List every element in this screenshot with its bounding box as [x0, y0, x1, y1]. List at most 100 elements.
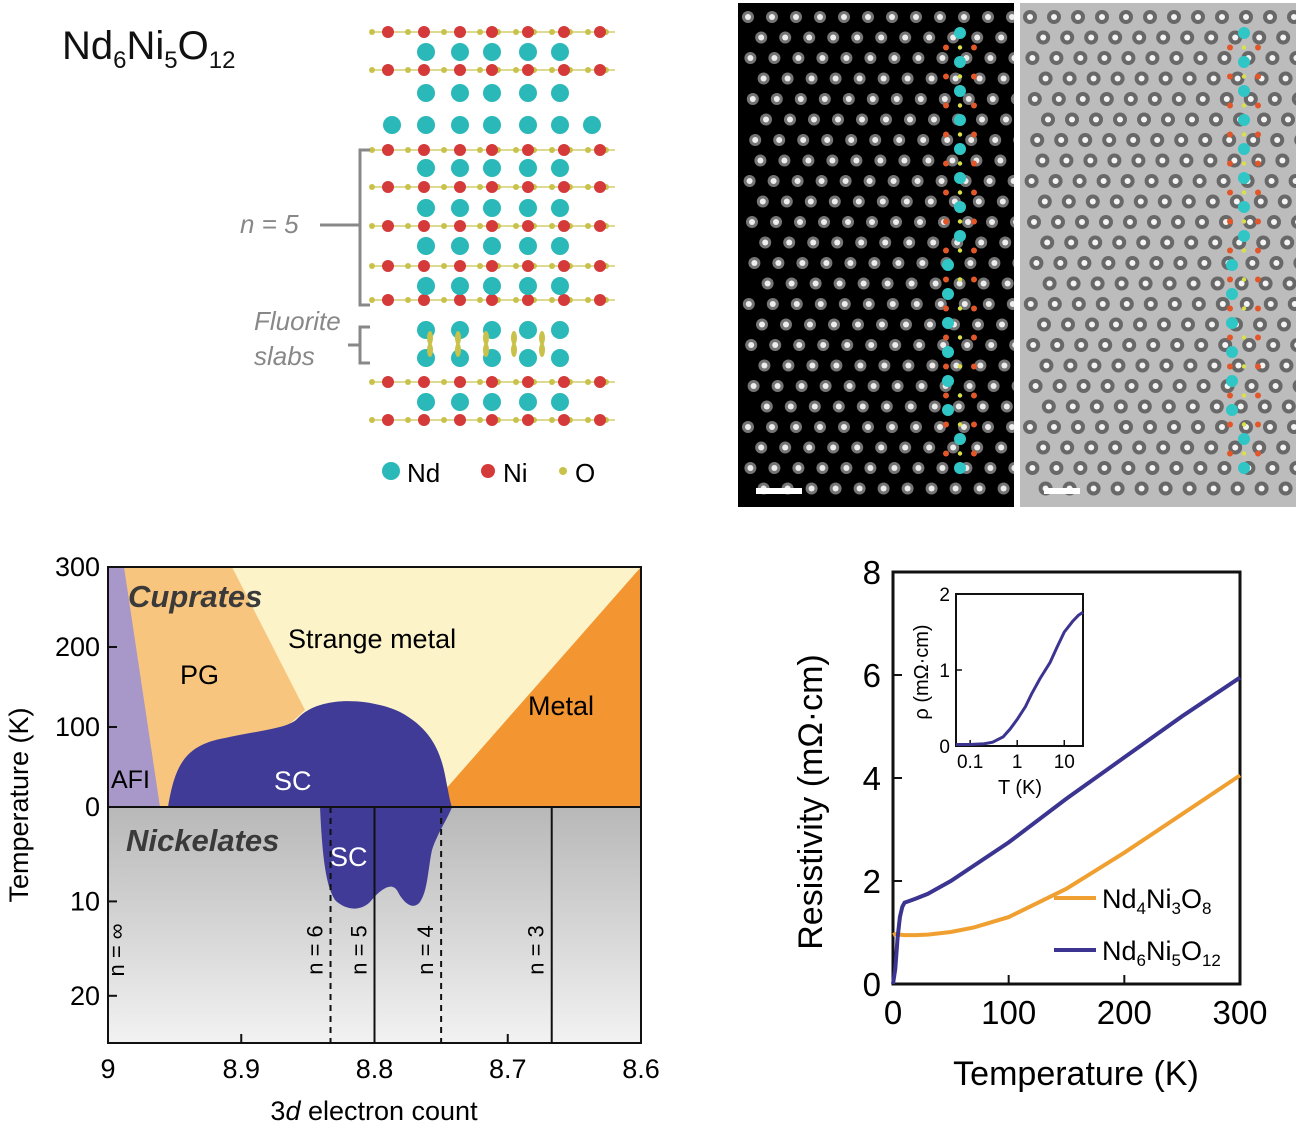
atom-column — [987, 55, 994, 61]
atom-column — [811, 116, 817, 123]
o-atom — [549, 184, 555, 190]
atom-column — [1129, 260, 1136, 266]
atom-column — [1210, 75, 1217, 82]
ni-atom — [454, 144, 466, 156]
atom-column — [965, 96, 972, 102]
stem-dark-atoms — [742, 11, 1014, 495]
o-atom — [405, 67, 411, 73]
atom-column — [865, 424, 871, 430]
atom-column — [1279, 157, 1286, 164]
atom-column — [1221, 465, 1228, 471]
atom-column — [1185, 198, 1192, 205]
atom-column — [1186, 485, 1193, 492]
atom-column — [1041, 198, 1048, 205]
overlay-o — [1241, 190, 1247, 195]
atom-column — [1222, 342, 1229, 348]
atom-column — [853, 157, 860, 164]
nd-atom — [551, 321, 569, 339]
atom-column — [786, 239, 793, 246]
atom-column — [913, 301, 920, 307]
overlay-ni — [1255, 160, 1261, 167]
atom-column — [926, 34, 933, 41]
inset-x-label: T (K) — [998, 777, 1042, 799]
atom-column — [980, 280, 987, 287]
nd-atom — [451, 159, 469, 177]
overlay-ni — [1255, 73, 1261, 80]
inset-y-tick-label: 0 — [939, 737, 950, 758]
ni-atom — [522, 181, 534, 193]
atom-column — [805, 157, 812, 164]
o-atom — [441, 223, 447, 229]
atom-column — [1027, 424, 1033, 430]
o-atom — [369, 184, 375, 190]
atom-column — [771, 55, 778, 61]
atom-column — [761, 362, 768, 369]
ni-atom — [486, 376, 498, 388]
inset-series-line — [956, 610, 1084, 746]
atom-column — [1154, 137, 1161, 143]
atom-column — [1219, 301, 1226, 307]
atom-column — [1125, 465, 1132, 471]
atom-column — [1103, 96, 1110, 102]
atom-column — [799, 260, 806, 266]
atom-column — [1066, 75, 1073, 82]
atom-column — [782, 444, 789, 451]
o-atom — [513, 379, 519, 385]
o-atom — [549, 297, 555, 303]
atom-column — [1089, 198, 1096, 205]
atom-column — [1093, 116, 1099, 123]
atom-column — [904, 75, 911, 82]
atom-column — [1127, 219, 1133, 225]
atom-column — [868, 342, 875, 348]
atom-column — [855, 198, 862, 205]
atom-column — [1101, 465, 1108, 471]
ni-atom — [558, 294, 570, 306]
atom-column — [1288, 174, 1296, 188]
ni-atom — [594, 294, 606, 306]
nd-atom — [551, 159, 569, 177]
atom-column — [999, 198, 1006, 205]
o-atom — [585, 67, 591, 73]
atom-column — [1010, 93, 1014, 105]
atom-column — [1232, 34, 1239, 41]
overlay-ni — [971, 73, 977, 80]
overlay-o — [1241, 219, 1247, 224]
atom-column — [793, 301, 800, 307]
atom-column — [1162, 75, 1169, 82]
atom-column — [907, 403, 914, 410]
atom-column — [1117, 116, 1123, 123]
atom-column — [748, 342, 755, 348]
atom-column — [1267, 301, 1274, 307]
nd-atom — [551, 116, 569, 134]
atom-column — [1077, 465, 1084, 471]
atom-column — [1291, 14, 1296, 20]
atom-column — [841, 424, 847, 430]
atom-column — [1003, 116, 1009, 123]
overlay-nd — [942, 346, 954, 358]
atom-column — [916, 342, 923, 348]
overlay-ni — [943, 247, 949, 254]
overlay-ni — [1255, 102, 1261, 109]
atom-column — [979, 116, 985, 123]
atom-column — [1009, 301, 1014, 307]
x-tick-label: 9 — [100, 1054, 115, 1084]
atom-column — [1269, 465, 1276, 471]
o-atom — [477, 263, 483, 269]
atom-column — [997, 157, 1004, 164]
overlay-ni — [1255, 392, 1261, 399]
o-atom — [477, 223, 483, 229]
atom-column — [1293, 55, 1296, 61]
o-atom — [441, 147, 447, 153]
atom-column — [1093, 403, 1100, 410]
overlay-nd — [942, 288, 954, 300]
atom-column — [797, 219, 803, 225]
atom-column — [938, 178, 945, 184]
o-atom — [369, 417, 375, 423]
ni-atom — [382, 376, 394, 388]
atom-column — [1028, 178, 1035, 184]
atom-column — [1092, 239, 1099, 246]
atom-column — [1136, 444, 1143, 451]
phase-y-label: Temperature (K) — [4, 707, 34, 902]
